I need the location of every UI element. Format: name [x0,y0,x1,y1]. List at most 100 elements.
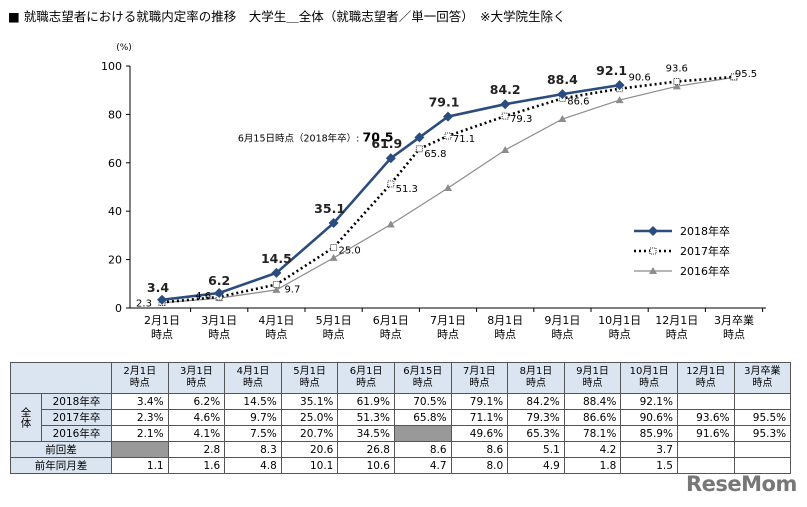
table-header: 5月1日 時点 [280,362,339,394]
table-cell: 61.9% [337,393,395,410]
table-cell: 9.7% [224,409,282,426]
data-label-2017: 2.3 [136,298,152,309]
table-header: 3月1日 時点 [167,362,226,394]
table-cell [733,441,792,458]
data-label-2017: 9.7 [284,285,300,296]
x-tick-label: 2月1日時点 [144,314,180,341]
x-tick-label: 8月1日時点 [487,314,523,341]
marker-2017 [272,281,280,289]
data-label-2017: 71.1 [453,134,475,145]
table-cell: 4.6% [167,409,226,426]
data-label-2018: 3.4 [147,280,169,295]
data-label-2017: 65.8 [424,149,446,160]
marker-2018 [414,132,425,143]
data-label-2017: 93.6 [666,63,688,74]
data-label-2018: 88.4 [547,72,578,87]
legend-marker [649,267,657,274]
table-cell: 4.7 [393,457,452,474]
data-label-2017: 95.5 [735,69,757,80]
row-label: 前年同月差 [10,457,112,474]
y-tick-label: 20 [108,254,122,267]
table-cell [676,441,735,458]
table-header: 7月1日 時点 [450,362,509,394]
x-tick-label: 10月1日時点 [598,314,641,341]
table-header: 6月15日 時点 [393,362,452,394]
table-cell: 79.1% [450,393,509,410]
table-cell: 14.5% [224,393,282,410]
table-cell: 71.1% [450,409,509,426]
table-cell: 51.3% [337,409,395,426]
table-cell: 20.7% [280,425,339,442]
x-tick-label: 9月1日時点 [544,314,580,341]
table-header: 3月卒業 時点 [733,362,792,394]
data-label-2017: 86.6 [567,96,589,107]
marker-2018 [214,287,225,298]
data-table: 2月1日 時点 3月1日 時点 4月1日 時点 5月1日 時点 6月1日 時点 6月15日 時点 7月1… [10,362,792,474]
table-cell [733,457,792,474]
x-tick-label: 7月1日時点 [430,314,466,341]
data-label-2017: 90.6 [628,73,650,84]
data-label-2018: 84.2 [490,82,521,97]
marker-2017 [415,145,423,153]
legend-label: 2016年卒 [680,264,730,278]
marker-2017 [673,77,681,85]
table-cell: 1.5 [620,457,678,474]
table-cell: 20.6 [280,441,339,458]
table-header: 10月1日 時点 [620,362,678,394]
data-label-2017: 51.3 [396,184,418,195]
row-label: 2017年卒 [41,409,112,426]
table-cell [676,393,735,410]
table-cell: 90.6% [620,409,678,426]
table-cell: 4.9 [507,457,565,474]
table-row: 前年同月差 1.1 1.6 4.8 10.1 10.6 4.7 8.0 4.9 1.8 1.5 [10,457,792,474]
y-tick-label: 80 [108,108,122,121]
table-cell [111,441,169,458]
x-tick-label: 12月1日時点 [655,314,698,341]
row-label: 2018年卒 [41,393,112,410]
marker-2016 [615,96,624,104]
table-cell: 26.8 [337,441,395,458]
data-label-2018: 70.5 [363,129,394,144]
y-tick-label: 60 [108,157,122,170]
chart-title: ■ 就職志望者における就職内定率の推移 大学生＿全体（就職志望者／単一回答） ※… [8,9,566,24]
table-cell: 1.6 [167,457,226,474]
table-cell: 4.2 [563,441,622,458]
table-cell: 2.1% [111,425,169,442]
table-cell: 1.1 [111,457,169,474]
marker-2018 [443,111,453,122]
y-tick-label: 0 [115,302,122,315]
y-tick-label: 100 [101,60,122,73]
table-cell: 10.1 [280,457,339,474]
marker-2017 [501,112,509,120]
marker-2016 [558,114,567,122]
data-label-2018: 92.1 [596,63,627,78]
table-cell: 5.1 [507,441,565,458]
resemom-logo: ReseMom [686,472,797,496]
marker-2017 [730,73,738,81]
marker-2017 [330,244,338,251]
table-cell [733,393,792,410]
group-label: 全体 [10,393,42,442]
table-cell: 93.6% [676,409,735,426]
marker-2018 [557,89,568,100]
table-cell: 3.7 [620,441,678,458]
x-tick-label: 3月卒業時点 [714,313,754,341]
row-label: 前回差 [10,441,112,458]
table-cell: 91.6% [676,425,735,442]
table-cell: 84.2% [507,393,565,410]
table-cell [393,425,452,442]
table-cell: 8.3 [224,441,282,458]
table-cell: 25.0% [280,409,339,426]
row-label: 2016年卒 [41,425,112,442]
table-cell: 65.3% [507,425,565,442]
data-label-2017: 25.0 [338,246,360,257]
table-cell: 8.6 [393,441,452,458]
table-corner [10,362,112,394]
table-cell: 65.8% [393,409,452,426]
line-chart: 0 20 40 60 80 100 (%) 2月1日時点 3月1日時点 4月1日時点 5月1日時点 6… [101,43,766,341]
legend-label: 2017年卒 [680,244,730,258]
table-cell: 6.2% [167,393,226,410]
marker-2018 [271,267,282,278]
series-line-2018年卒 [161,83,620,302]
marker-2018 [328,218,339,229]
